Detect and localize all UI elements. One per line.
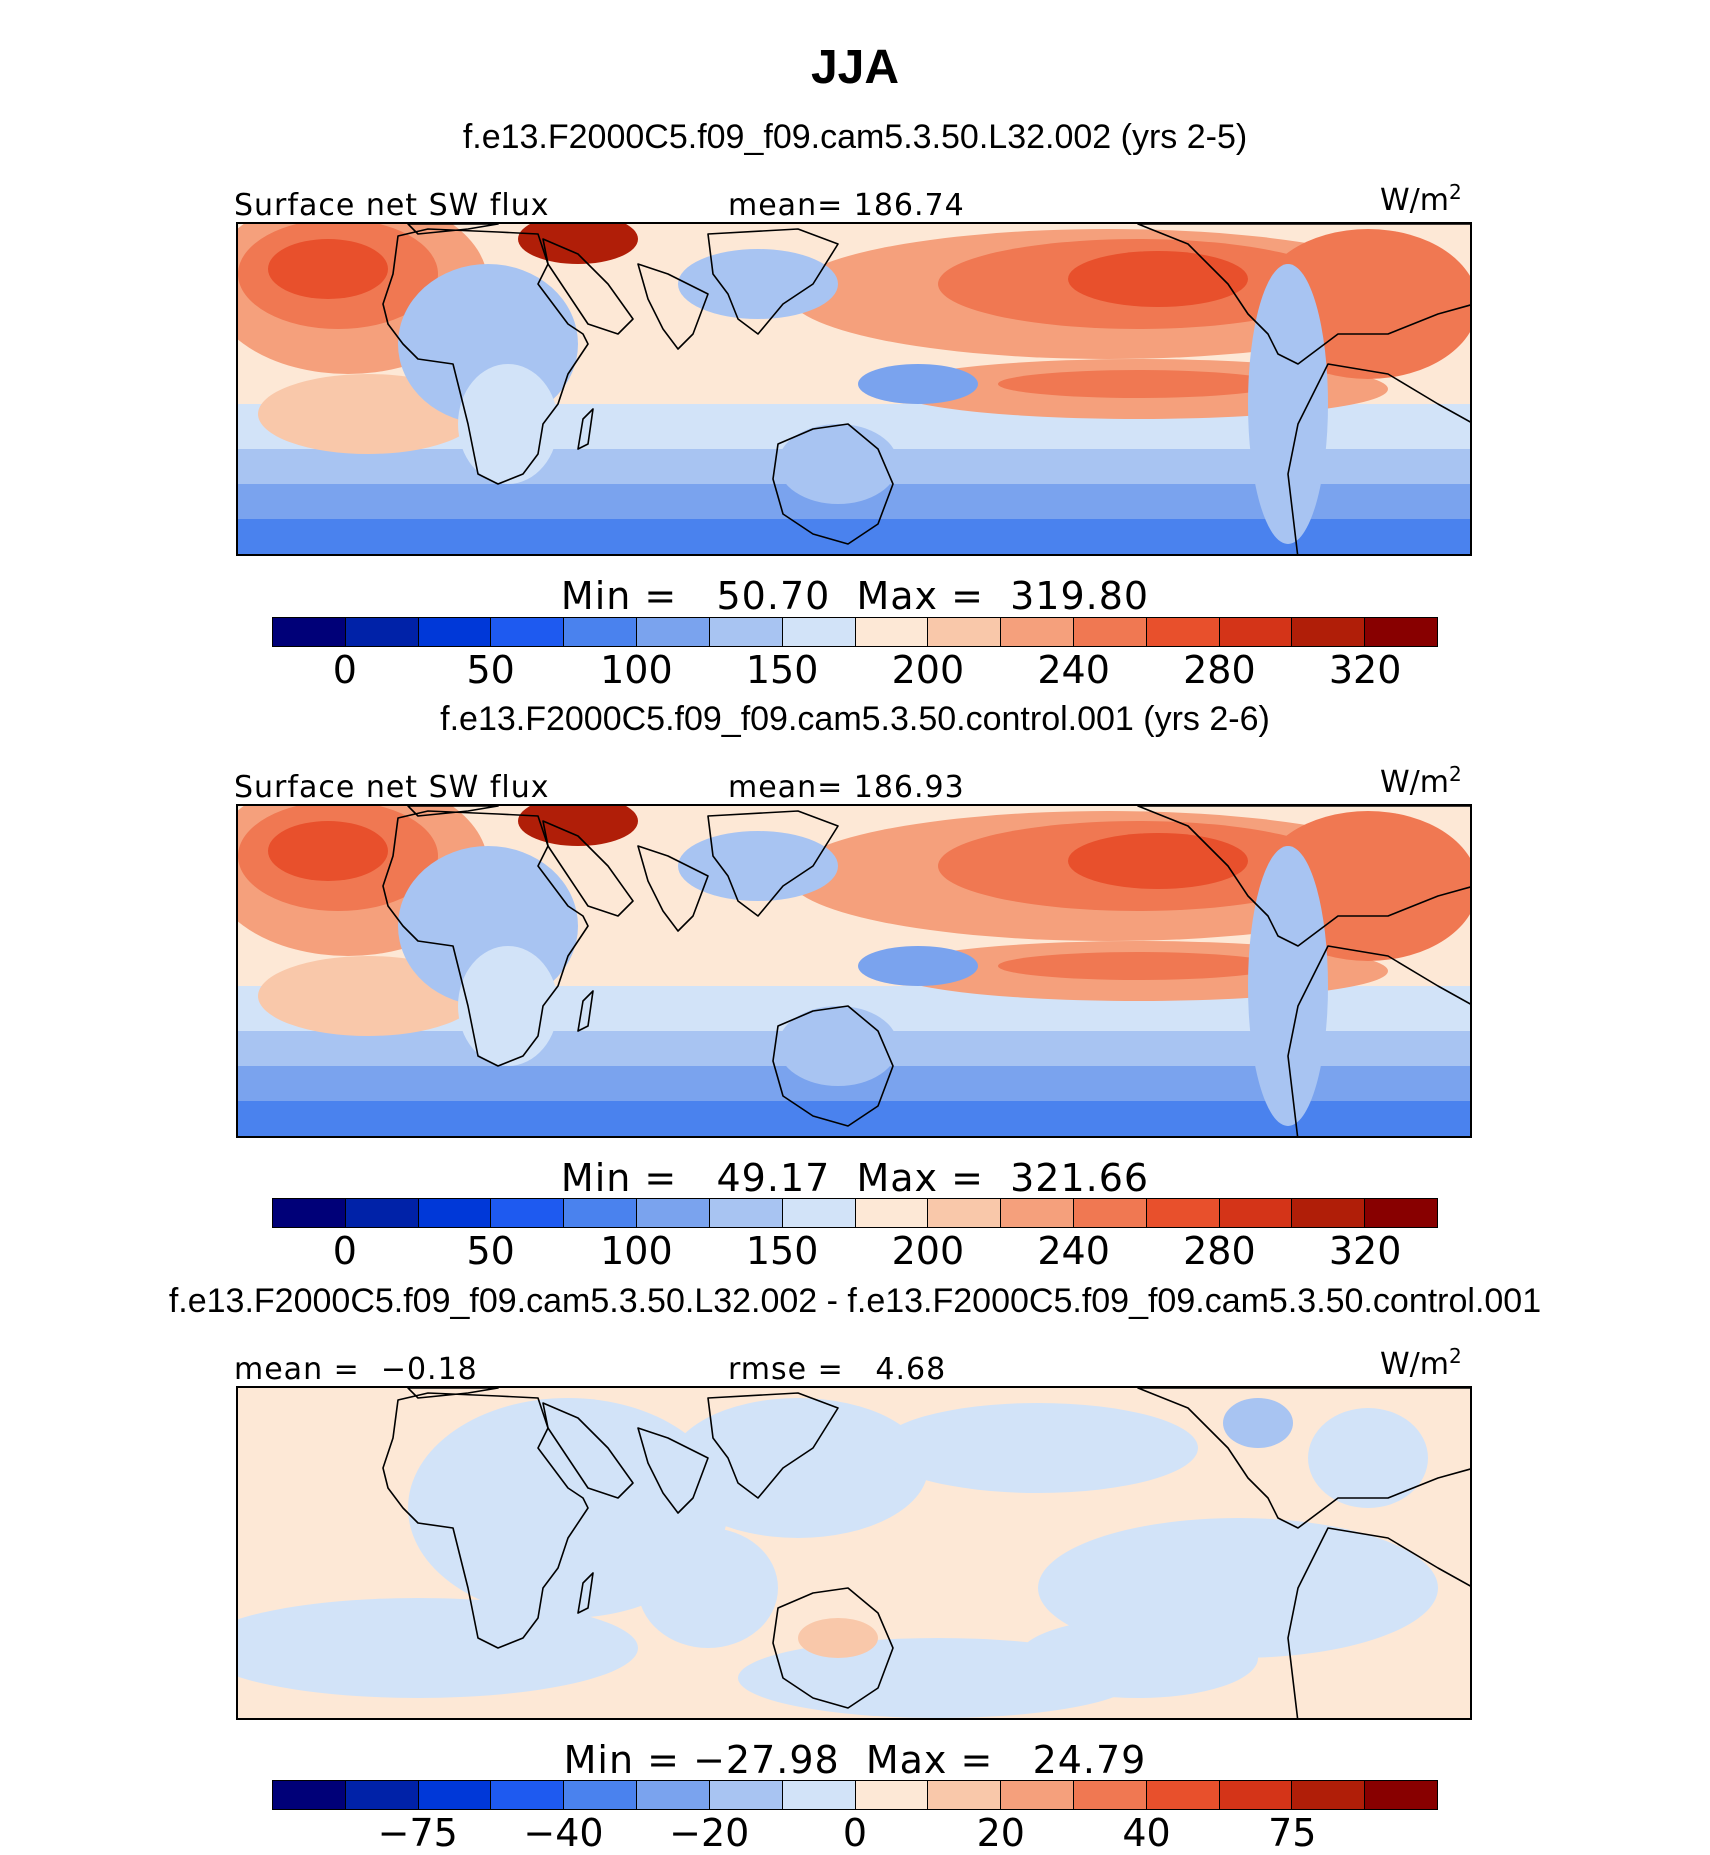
- colorbar-swatch: [418, 618, 492, 646]
- colorbar-swatch: [855, 1199, 929, 1227]
- panel-2-variable-label: Surface net SW flux: [234, 770, 550, 805]
- colorbar-swatch: [1219, 618, 1293, 646]
- colorbar-tick-label: 0: [332, 1229, 357, 1273]
- colorbar-swatch: [345, 618, 419, 646]
- panel-2-units: W/m2: [1380, 762, 1462, 800]
- colorbar-swatch: [1146, 1199, 1220, 1227]
- colorbar-swatch: [1365, 1199, 1437, 1227]
- colorbar-swatch: [855, 618, 929, 646]
- colorbar-tick-label: 280: [1183, 648, 1256, 692]
- panel-2-map-svg: [238, 806, 1470, 1136]
- colorbar-swatch: [1365, 1781, 1437, 1809]
- panel-3-map: [236, 1386, 1472, 1720]
- colorbar-tick-label: 150: [745, 648, 819, 692]
- colorbar-swatch: [345, 1199, 419, 1227]
- colorbar-swatch: [782, 1199, 856, 1227]
- colorbar-swatch: [1292, 1199, 1366, 1227]
- colorbar-swatch: [709, 618, 783, 646]
- colorbar-tick-label: 0: [842, 1811, 868, 1855]
- colorbar-swatch: [855, 1781, 929, 1809]
- colorbar-tick-label: 150: [745, 1229, 819, 1273]
- colorbar-swatch: [1146, 1781, 1220, 1809]
- colorbar-swatch: [1073, 1781, 1147, 1809]
- panel-3-units: W/m2: [1380, 1344, 1462, 1382]
- colorbar-swatch: [491, 1199, 565, 1227]
- colorbar-tick-label: −40: [523, 1811, 604, 1855]
- panel-1-units: W/m2: [1380, 180, 1462, 218]
- colorbar-swatch: [1146, 618, 1220, 646]
- colorbar-swatch: [637, 1781, 710, 1809]
- colorbar-swatch: [637, 618, 710, 646]
- panel-3-minmax: Min = −27.98 Max = 24.79: [563, 1738, 1147, 1782]
- colorbar-swatch: [928, 618, 1002, 646]
- panel-3-rmse-label: rmse = 4.68: [728, 1352, 947, 1387]
- colorbar-tick-label: 50: [466, 648, 515, 692]
- colorbar-tick-label: 75: [1268, 1811, 1317, 1855]
- colorbar-swatch: [782, 618, 856, 646]
- colorbar-swatch: [928, 1199, 1002, 1227]
- colorbar-tick-label: 50: [466, 1229, 515, 1273]
- panel-2-mean-label: mean= 186.93: [728, 770, 965, 805]
- colorbar-tick-label: 280: [1183, 1229, 1256, 1273]
- panel-1-case-title: f.e13.F2000C5.f09_f09.cam5.3.50.L32.002 …: [462, 118, 1248, 156]
- colorbar-tick-label: 100: [600, 648, 673, 692]
- colorbar-swatch: [418, 1781, 492, 1809]
- colorbar-swatch: [273, 1781, 346, 1809]
- colorbar-swatch: [1073, 618, 1147, 646]
- colorbar-swatch: [709, 1781, 783, 1809]
- colorbar-swatch: [491, 1781, 565, 1809]
- colorbar-swatch: [1073, 1199, 1147, 1227]
- colorbar-swatch: [345, 1781, 419, 1809]
- colorbar-swatch: [564, 1781, 638, 1809]
- colorbar-tick-label: 20: [976, 1811, 1025, 1855]
- panel-1-minmax: Min = 50.70 Max = 319.80: [560, 574, 1150, 618]
- colorbar-swatch: [782, 1781, 856, 1809]
- colorbar-swatch: [928, 1781, 1002, 1809]
- panel-3-map-svg: [238, 1388, 1470, 1718]
- colorbar-tick-label: 200: [891, 1229, 965, 1273]
- colorbar-tick-label: 240: [1037, 1229, 1110, 1273]
- panel-1-variable-label: Surface net SW flux: [234, 188, 550, 223]
- panel-3-case-title: f.e13.F2000C5.f09_f09.cam5.3.50.L32.002 …: [168, 1282, 1542, 1320]
- colorbar-tick-label: 240: [1037, 648, 1110, 692]
- panel-2-colorbar: [272, 1198, 1438, 1228]
- colorbar-swatch: [709, 1199, 783, 1227]
- colorbar-swatch: [1292, 1781, 1366, 1809]
- colorbar-tick-label: 320: [1328, 1229, 1402, 1273]
- panel-2-case-title: f.e13.F2000C5.f09_f09.cam5.3.50.control.…: [440, 700, 1270, 738]
- colorbar-tick-label: 40: [1122, 1811, 1171, 1855]
- colorbar-tick-label: 320: [1328, 648, 1402, 692]
- colorbar-swatch: [1001, 1781, 1074, 1809]
- colorbar-tick-label: 0: [332, 648, 357, 692]
- colorbar-swatch: [1001, 1199, 1074, 1227]
- colorbar-swatch: [1365, 618, 1437, 646]
- colorbar-swatch: [564, 1199, 638, 1227]
- colorbar-tick-label: −75: [377, 1811, 458, 1855]
- colorbar-swatch: [1001, 618, 1074, 646]
- panel-1-mean-label: mean= 186.74: [728, 188, 965, 223]
- panel-1-map: [236, 222, 1472, 556]
- colorbar-swatch: [491, 618, 565, 646]
- panel-3-mean-label: mean = −0.18: [234, 1352, 478, 1387]
- colorbar-tick-label: −20: [669, 1811, 750, 1855]
- panel-2-minmax: Min = 49.17 Max = 321.66: [560, 1156, 1150, 1200]
- colorbar-tick-label: 100: [600, 1229, 673, 1273]
- colorbar-swatch: [1292, 618, 1366, 646]
- colorbar-swatch: [418, 1199, 492, 1227]
- figure-title: JJA: [810, 41, 900, 94]
- panel-1-map-svg: [238, 224, 1470, 554]
- colorbar-swatch: [273, 618, 346, 646]
- panel-3-colorbar: [272, 1780, 1438, 1810]
- colorbar-swatch: [273, 1199, 346, 1227]
- colorbar-swatch: [1219, 1199, 1293, 1227]
- colorbar-swatch: [1219, 1781, 1293, 1809]
- colorbar-swatch: [564, 618, 638, 646]
- panel-1-colorbar: [272, 617, 1438, 647]
- colorbar-swatch: [637, 1199, 710, 1227]
- panel-2-map: [236, 804, 1472, 1138]
- colorbar-tick-label: 200: [891, 648, 965, 692]
